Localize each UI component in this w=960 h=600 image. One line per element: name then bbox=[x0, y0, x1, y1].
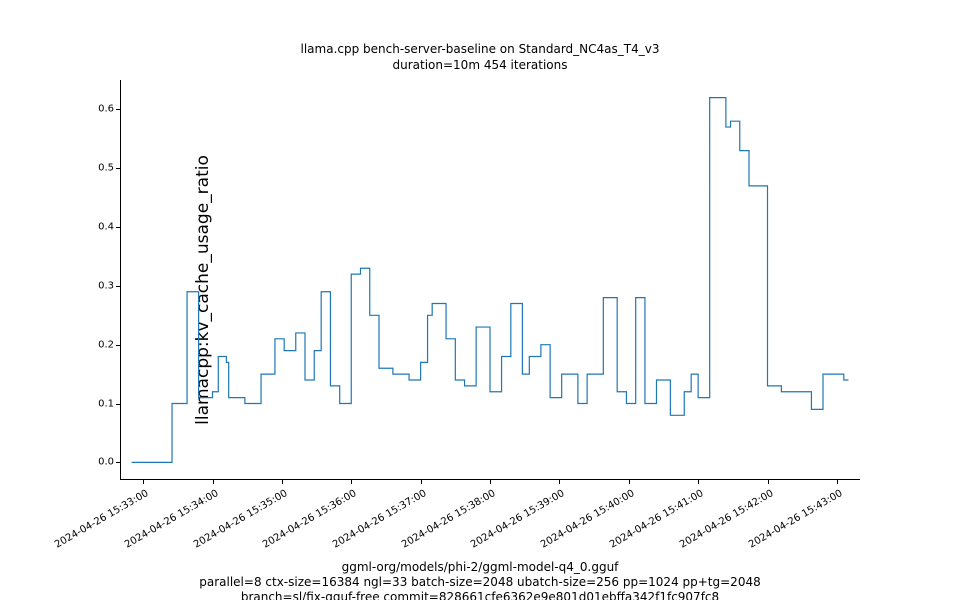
y-tick-mark bbox=[116, 286, 120, 287]
y-tick-label: 0.5 bbox=[84, 163, 114, 174]
y-tick-label: 0.2 bbox=[84, 339, 114, 350]
y-tick-label: 0.4 bbox=[84, 222, 114, 233]
y-tick-mark bbox=[116, 227, 120, 228]
x-tick-mark bbox=[351, 480, 352, 484]
x-tick-mark bbox=[768, 480, 769, 484]
chart-title-line2: duration=10m 454 iterations bbox=[0, 58, 960, 72]
x-tick-mark bbox=[837, 480, 838, 484]
y-tick-mark bbox=[116, 345, 120, 346]
chart-title-line1: llama.cpp bench-server-baseline on Stand… bbox=[0, 42, 960, 56]
x-tick-mark bbox=[143, 480, 144, 484]
x-tick-mark bbox=[490, 480, 491, 484]
y-tick-mark bbox=[116, 109, 120, 110]
y-tick-mark bbox=[116, 462, 120, 463]
y-tick-mark bbox=[116, 404, 120, 405]
x-tick-mark bbox=[421, 480, 422, 484]
footer-line1: ggml-org/models/phi-2/ggml-model-q4_0.gg… bbox=[0, 560, 960, 574]
y-tick-label: 0.3 bbox=[84, 280, 114, 291]
x-tick-mark bbox=[213, 480, 214, 484]
x-tick-mark bbox=[559, 480, 560, 484]
y-tick-label: 0.1 bbox=[84, 398, 114, 409]
x-tick-mark bbox=[698, 480, 699, 484]
x-tick-mark bbox=[282, 480, 283, 484]
x-tick-mark bbox=[629, 480, 630, 484]
chart-root: llama.cpp bench-server-baseline on Stand… bbox=[0, 0, 960, 600]
footer-line3: branch=sl/fix-gguf-free commit=828661cfe… bbox=[0, 590, 960, 600]
line-series bbox=[120, 80, 860, 480]
y-tick-label: 0.6 bbox=[84, 104, 114, 115]
y-tick-label: 0.0 bbox=[84, 457, 114, 468]
footer-line2: parallel=8 ctx-size=16384 ngl=33 batch-s… bbox=[0, 575, 960, 589]
y-tick-mark bbox=[116, 168, 120, 169]
